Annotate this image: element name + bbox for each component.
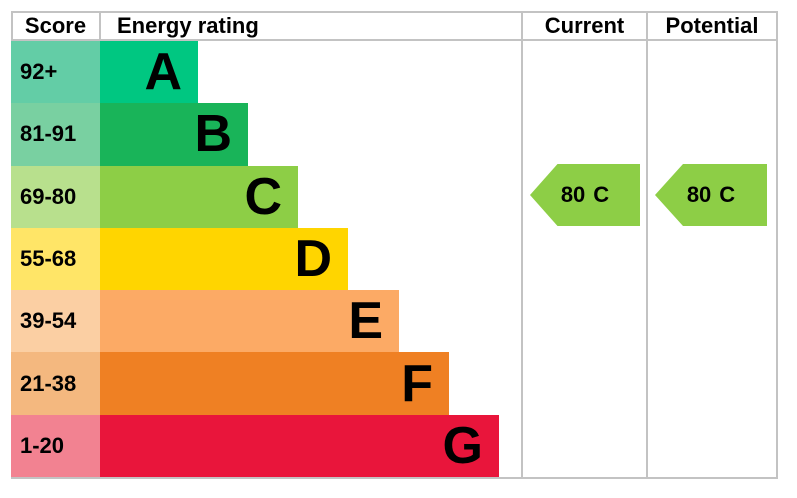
grid-line-current-potential [646,11,648,479]
rating-bar-c: C [100,165,298,228]
score-header: Score [24,12,87,38]
band-row-g: 1-20 G [11,414,499,477]
score-range-label: 92+ [20,59,58,85]
energy-rating-header: Energy rating [117,12,259,38]
score-range-label: 69-80 [20,183,77,209]
score-range-label: 81-91 [20,121,77,147]
band-letter: B [194,105,232,164]
score-cell: 92+ [11,41,100,104]
current-score-value: 80 [560,182,586,207]
grid-line-top [11,11,778,13]
score-range-label: 39-54 [20,308,77,334]
band-row-c: 69-80 C [11,165,298,228]
score-cell: 39-54 [11,290,100,353]
potential-score-value: 80 [686,182,712,207]
band-letter: D [294,230,332,289]
grid-line-bottom [11,477,778,479]
score-cell: 21-38 [11,352,100,415]
current-band-letter: C [593,182,610,207]
band-row-a: 92+ A [11,41,198,104]
band-row-b: 81-91 B [11,103,248,166]
potential-band-letter: C [719,182,736,207]
score-cell: 69-80 [11,165,100,228]
band-letter: C [244,167,282,226]
score-cell: 1-20 [11,414,100,477]
rating-bar-d: D [100,227,348,291]
current-rating-arrow: 80 C [530,164,640,226]
grid-line-right [776,11,778,479]
band-letter: E [348,292,383,351]
band-row-f: 21-38 F [11,352,449,415]
grid-line-left [11,11,13,41]
band-row-d: 55-68 D [11,227,348,291]
band-letter: F [401,354,433,413]
current-header: Current [544,12,625,38]
potential-header: Potential [665,12,759,38]
score-range-label: 21-38 [20,370,77,396]
rating-bar-b: B [100,103,248,166]
score-cell: 55-68 [11,227,100,291]
band-letter: G [442,416,483,475]
rating-bar-g: G [100,414,499,477]
potential-rating-arrow: 80 C [655,164,767,226]
rating-bar-e: E [100,290,399,353]
grid-line-header-bottom [11,39,778,41]
score-range-label: 1-20 [20,432,65,458]
rating-bar-a: A [100,41,198,104]
rating-bar-f: F [100,352,449,415]
grid-line-score-divider [99,11,101,41]
grid-line-current-left [521,11,523,479]
score-cell: 81-91 [11,103,100,166]
score-range-label: 55-68 [20,246,77,272]
band-row-e: 39-54 E [11,290,399,353]
band-letter: A [144,43,182,102]
